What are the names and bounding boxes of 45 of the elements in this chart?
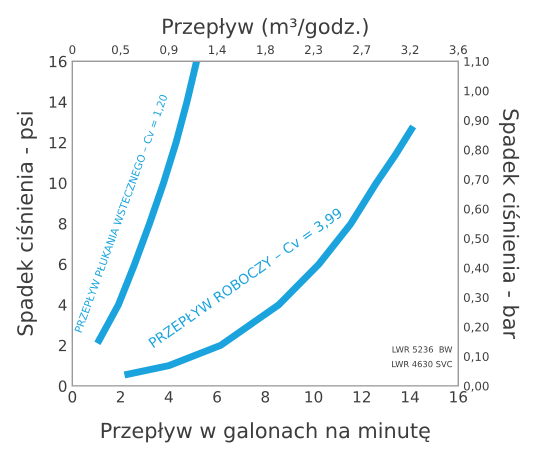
x-tick-label: 2	[116, 391, 124, 402]
x-tick-label: 8	[261, 391, 270, 403]
y2-tick-label: 1,00	[464, 86, 489, 97]
y-tick-label: 12	[50, 136, 66, 148]
x-tick-label: 6	[213, 391, 221, 403]
y-tick-label: 10	[50, 177, 66, 190]
annotation: LWR 4630 SVC	[392, 360, 452, 368]
x2-tick-label: 3,6	[450, 45, 467, 56]
x2-tick-label: 2,3	[305, 45, 322, 56]
x2-tick-label: 0	[69, 45, 76, 54]
x2-axis-title: Przepływ (m³/godz.)	[163, 18, 368, 38]
y2-tick-label: 0,20	[464, 322, 489, 333]
x-tick-label: 4	[164, 391, 173, 402]
y-tick-label: 8	[58, 218, 66, 230]
y-tick-label: 14	[50, 96, 67, 108]
x2-tick-label: 2,7	[353, 45, 370, 56]
x-tick-label: 0	[68, 391, 76, 403]
y2-tick-label: 1,10	[464, 57, 489, 68]
x2-tick-label: 0,9	[160, 45, 178, 56]
x-axis-title: Przepływ w galonach na minutę	[102, 422, 430, 442]
y-axis-title: Spadek ciśnienia - psi	[16, 112, 37, 336]
y2-tick-label: 0,10	[464, 352, 489, 362]
x2-tick-label: 1,8	[257, 45, 274, 56]
y-tick-label: 2	[58, 340, 66, 352]
x2-tick-label: 0,5	[112, 45, 129, 56]
x-tick-label: 12	[354, 391, 370, 402]
x2-tick-label: 3,2	[402, 45, 418, 56]
x-tick-label: 14	[402, 391, 419, 402]
x-tick-label: 16	[450, 391, 468, 403]
y-tick-label: 0	[58, 380, 66, 392]
y2-tick-label: 0,00	[464, 382, 489, 392]
y-tick-label: 4	[58, 299, 67, 311]
x2-tick-label: 1,4	[208, 45, 226, 56]
annotation: LWR 5236 BW	[392, 346, 452, 353]
x-tick-label: 10	[306, 391, 322, 403]
y2-tick-label: 0,30	[464, 293, 489, 304]
y2-tick-label: 0,90	[464, 116, 489, 126]
y2-tick-label: 0,80	[464, 146, 489, 156]
y2-axis-title: Spadek ciśnienia - bar	[498, 110, 520, 340]
y-tick-label: 16	[50, 56, 67, 68]
y2-tick-label: 0,70	[464, 175, 489, 186]
y2-tick-label: 0,40	[464, 264, 489, 274]
y2-tick-label: 0,50	[464, 234, 489, 244]
y2-tick-label: 0,60	[464, 204, 489, 215]
y-tick-label: 6	[58, 258, 67, 270]
